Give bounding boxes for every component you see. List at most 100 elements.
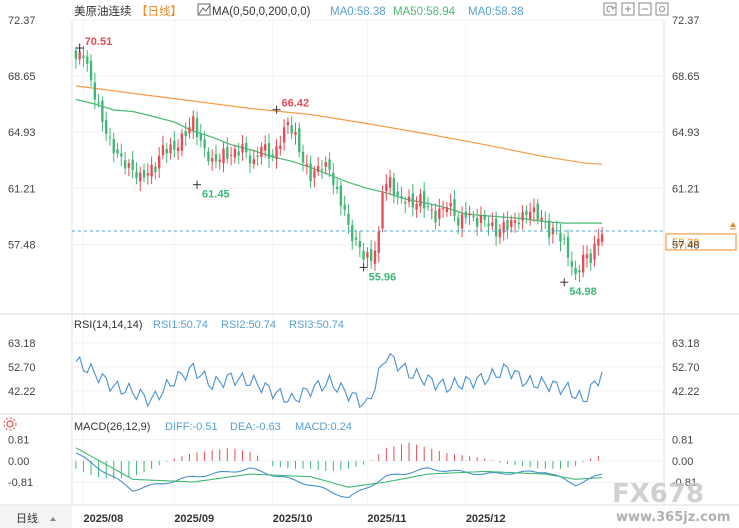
rsi-tick-right: 42.22 xyxy=(672,386,700,398)
period-button-bg[interactable] xyxy=(0,506,72,528)
candle-down xyxy=(404,202,407,204)
candle-up xyxy=(438,208,441,219)
candle-up xyxy=(449,202,452,207)
candle-up xyxy=(441,208,445,210)
candle-up xyxy=(373,250,377,264)
rsi-tick-right: 63.18 xyxy=(672,338,700,350)
candle-down xyxy=(298,128,301,153)
candle-down xyxy=(105,120,108,134)
candle-down xyxy=(566,237,570,258)
candle-up xyxy=(252,159,255,165)
macd-tick-right: 0.81 xyxy=(672,435,693,447)
candle-down xyxy=(214,154,218,162)
period-tag[interactable]: 【日线】 xyxy=(136,4,182,18)
settings-icon[interactable] xyxy=(655,2,669,16)
ma50-line xyxy=(75,98,603,224)
candle-up xyxy=(161,145,165,156)
rsi-label[interactable]: RSI(14,14,14) xyxy=(74,319,142,331)
macd-dea-line xyxy=(75,447,603,488)
candle-down xyxy=(578,270,581,273)
zoom-out-icon[interactable] xyxy=(638,2,652,16)
candle-up xyxy=(381,192,384,229)
zoom-in-icon[interactable] xyxy=(621,2,635,16)
moving-average-layer xyxy=(75,85,603,224)
candle-down xyxy=(434,210,437,223)
candle-up xyxy=(521,212,524,221)
rsi-line xyxy=(75,352,603,409)
candle-down xyxy=(142,170,146,178)
rsi2-value: RSI2:50.74 xyxy=(221,319,276,331)
ma-setting-label[interactable]: MA(0,50,0,200,0,0) xyxy=(212,6,311,18)
candle-up xyxy=(313,170,316,178)
x-tick-label: 2025/11 xyxy=(367,513,406,525)
candle-down xyxy=(123,160,127,169)
candle-down xyxy=(131,159,134,171)
candle-up xyxy=(510,220,513,228)
y-tick-label-right: 57.48 xyxy=(672,240,700,252)
candle-down xyxy=(483,214,486,220)
candle-down xyxy=(101,100,104,123)
watermark-logo: FX678 xyxy=(612,479,704,509)
candle-down xyxy=(476,218,479,227)
candle-down xyxy=(392,177,396,196)
candle-down xyxy=(536,203,539,220)
macd-label[interactable]: MACD(26,12,9) xyxy=(74,421,150,433)
candle-down xyxy=(547,220,551,238)
candle-up xyxy=(222,148,225,164)
candle-up xyxy=(275,146,278,160)
macd-tick-right: -0.81 xyxy=(672,477,697,489)
candle-down xyxy=(525,210,528,216)
candle-up xyxy=(317,165,320,172)
candle-up xyxy=(139,172,142,182)
candle-down xyxy=(267,143,271,159)
candle-down xyxy=(248,155,252,164)
rsi-tick-left: 63.18 xyxy=(8,338,36,350)
candle-down xyxy=(487,223,490,227)
candle-up xyxy=(305,164,308,167)
y-tick-label-right: 72.37 xyxy=(672,15,700,27)
candle-down xyxy=(559,232,562,242)
candle-down xyxy=(339,185,343,206)
candle-up xyxy=(597,238,600,246)
candle-up xyxy=(513,220,517,223)
candle-down xyxy=(154,166,157,173)
candle-down xyxy=(74,50,78,59)
chevron-up-icon[interactable] xyxy=(50,517,56,521)
x-tick-label: 2025/12 xyxy=(466,513,506,525)
price-line-layer: 58.38 xyxy=(72,221,737,251)
candle-down xyxy=(351,224,354,242)
rsi3-value: RSI3:50.74 xyxy=(289,319,344,331)
candle-up xyxy=(146,173,149,176)
macd-diff-value: DIFF:-0.51 xyxy=(165,421,218,433)
candle-down xyxy=(199,133,202,141)
y-tick-label-left: 68.65 xyxy=(8,71,36,83)
high-price-label: 70.51 xyxy=(85,36,113,48)
candle-up xyxy=(279,145,282,150)
candle-up xyxy=(585,254,589,259)
candle-up xyxy=(233,148,237,158)
candle-up xyxy=(218,159,221,162)
candle-down xyxy=(343,204,346,210)
chart-type-icon[interactable] xyxy=(197,3,211,16)
y-tick-label-right: 68.65 xyxy=(672,71,700,83)
candle-down xyxy=(135,171,138,179)
low-price-label: 61.45 xyxy=(202,189,230,201)
undo-icon[interactable] xyxy=(603,2,617,16)
candle-down xyxy=(354,237,358,240)
period-button[interactable]: 日线 xyxy=(16,511,38,525)
macd-tick-left: 0.81 xyxy=(8,435,29,447)
candle-down xyxy=(589,253,592,263)
watermark-url: www.365jz.com xyxy=(616,510,730,525)
macd-settings-icon[interactable] xyxy=(3,417,17,431)
candle-down xyxy=(426,206,430,208)
candle-up xyxy=(127,163,131,168)
price-up-arrow-icon xyxy=(730,221,736,227)
candle-down xyxy=(335,186,339,190)
macd-diff-line xyxy=(75,452,603,499)
high-price-label: 66.42 xyxy=(282,98,310,110)
candle-down xyxy=(370,249,373,261)
candle-down xyxy=(112,139,115,154)
y-tick-label-right: 64.93 xyxy=(672,127,700,139)
candle-up xyxy=(491,222,494,226)
